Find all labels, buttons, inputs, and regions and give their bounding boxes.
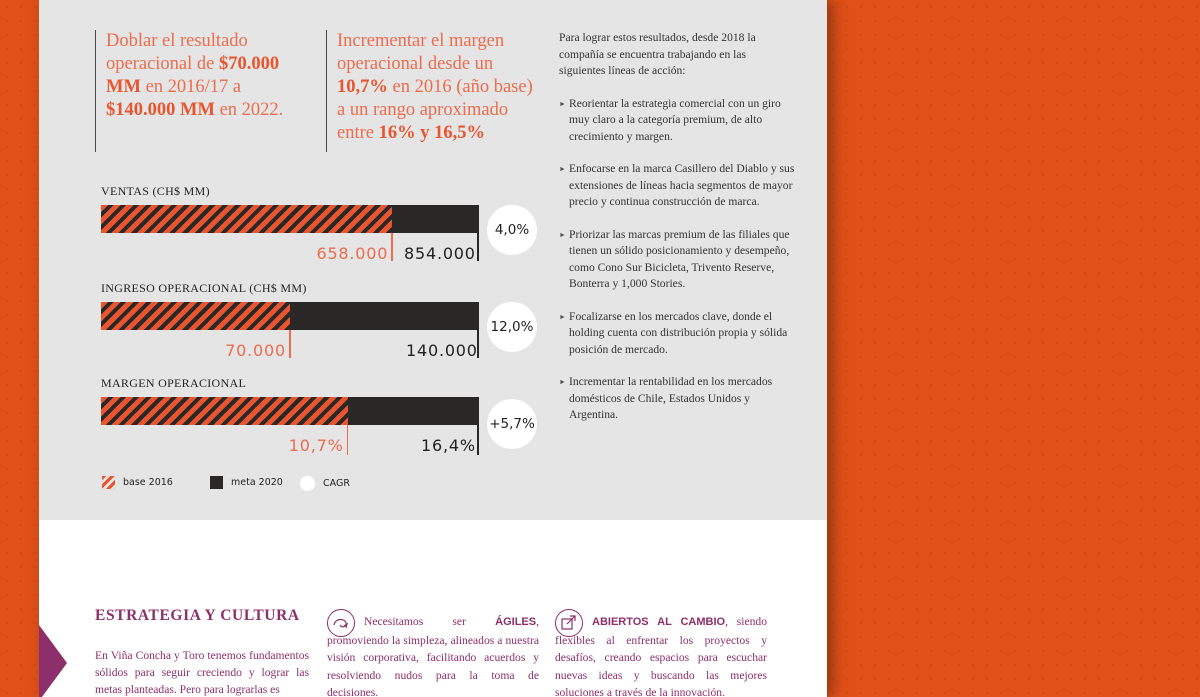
change-keyword: ABIERTOS AL CAMBIO (592, 616, 726, 628)
agile-text-pre: Necesitamos ser (364, 615, 496, 628)
box-arrow-svg (561, 615, 576, 630)
document-page: Doblar el resultado operacional de $70.0… (39, 0, 827, 697)
base-value: 658.000 (316, 244, 389, 263)
triangle-bullet-icon: ► (559, 230, 566, 239)
headline-operational-result: Doblar el resultado operacional de $70.0… (95, 30, 306, 152)
list-item: ► Priorizar las marcas premium de las fil… (559, 227, 795, 293)
headline-text: Incrementar el margen operacional desde … (337, 31, 505, 74)
cagr-circle: +5,7% (487, 399, 537, 449)
triangle-bullet-icon: ► (559, 378, 566, 386)
agile-keyword: ÁGILES (495, 616, 537, 628)
list-item-text: Focalizarse en los mercados clave, donde… (569, 309, 788, 356)
legend-base: base 2016 (102, 476, 173, 489)
chart-row-label: VENTAS (CH$ MM) (101, 184, 210, 198)
base-tick (391, 233, 393, 261)
agile-text: Necesitamos ser ÁGILES, promoviendo la s… (327, 613, 539, 697)
list-item-text: Reorientar la estrategia comercial con u… (569, 96, 781, 143)
bar-base (101, 205, 393, 233)
meta-tick (477, 425, 479, 455)
triangle-bullet-icon: ► (559, 165, 566, 173)
list-item-text: Incrementar la rentabilidad en los merca… (569, 375, 773, 421)
change-text-post: , siendo flexibles al enfrentar los proy… (555, 615, 767, 697)
legend-label: base 2016 (123, 477, 173, 488)
list-item-text: Priorizar las marcas premium de las fili… (569, 227, 790, 291)
bar-base (101, 397, 348, 425)
legend-label: meta 2020 (231, 477, 283, 488)
circle-swatch-icon (300, 476, 315, 491)
meta-value: 16,4% (421, 436, 476, 455)
list-item: ► Reorientar la estrategia comercial con … (559, 96, 795, 146)
list-item: ► Enfocarse en la marca Casillero del Dia… (559, 161, 795, 211)
headline-operational-margin: Incrementar el margen operacional desde … (326, 30, 537, 152)
base-tick (346, 425, 349, 455)
box-arrow-icon (555, 609, 583, 637)
dark-swatch-icon (210, 476, 223, 489)
headline-text: Doblar el resultado operacional de (106, 31, 248, 74)
cagr-circle: 4,0% (487, 205, 537, 255)
section-intro: En Viña Concha y Toro tenemos fundamento… (95, 649, 309, 696)
headline-text: en 2016 (año base) a un rango aproximado… (337, 77, 533, 143)
headline-text: en 2016/17 a (140, 77, 242, 97)
action-intro: Para lograr estos resultados, desde 2018… (559, 31, 756, 77)
meta-value: 140.000 (406, 341, 478, 360)
summary-panel (39, 0, 827, 520)
headline-bold: $70.000 MM (106, 54, 280, 97)
headline-bold: 16% y 16,5% (378, 123, 485, 143)
chart-bar-ventas (101, 205, 479, 233)
legend-label: CAGR (323, 478, 350, 489)
base-value: 10,7% (288, 436, 344, 455)
list-item: ► Focalizarse en los mercados clave, dond… (559, 309, 795, 359)
legend-meta: meta 2020 (210, 476, 283, 489)
swirl-arrow-svg (333, 618, 348, 629)
base-tick (289, 330, 291, 358)
meta-value: 854.000 (404, 244, 476, 263)
action-lines: Para lograr estos resultados, desde 2018… (559, 30, 795, 440)
hatch-swatch-icon (102, 476, 115, 489)
chart-row-label: MARGEN OPERACIONAL (101, 376, 247, 390)
bar-base (101, 302, 290, 330)
swirl-arrow-icon (327, 609, 355, 637)
action-list: ► Reorientar la estrategia comercial con … (559, 96, 795, 424)
base-value: 70.000 (225, 341, 286, 360)
chart-bar-ingreso (101, 302, 479, 330)
chart-bar-margen (101, 397, 479, 425)
legend-cagr: CAGR (300, 476, 350, 491)
triangle-bullet-icon: ► (559, 99, 566, 108)
agile-text-post: , promoviendo la simpleza, alineados a n… (327, 615, 539, 697)
triangle-bullet-icon: ► (559, 312, 566, 321)
headline-text: en 2022. (214, 100, 284, 120)
open-to-change-text: ABIERTOS AL CAMBIO, siendo flexibles al … (555, 613, 767, 697)
meta-tick (477, 233, 479, 261)
cagr-circle: 12,0% (487, 302, 537, 352)
section-title: ESTRATEGIA Y CULTURA (95, 607, 300, 624)
headline-bold: $140.000 MM (106, 100, 215, 120)
chart-row-label: INGRESO OPERACIONAL (CH$ MM) (101, 281, 307, 295)
triangle-marker-icon (39, 625, 67, 697)
meta-tick (477, 330, 479, 358)
headline-bold: 10,7% (337, 77, 388, 97)
list-item: ► Incrementar la rentabilidad en los merc… (559, 374, 795, 424)
list-item-text: Enfocarse en la marca Casillero del Diab… (569, 162, 795, 208)
